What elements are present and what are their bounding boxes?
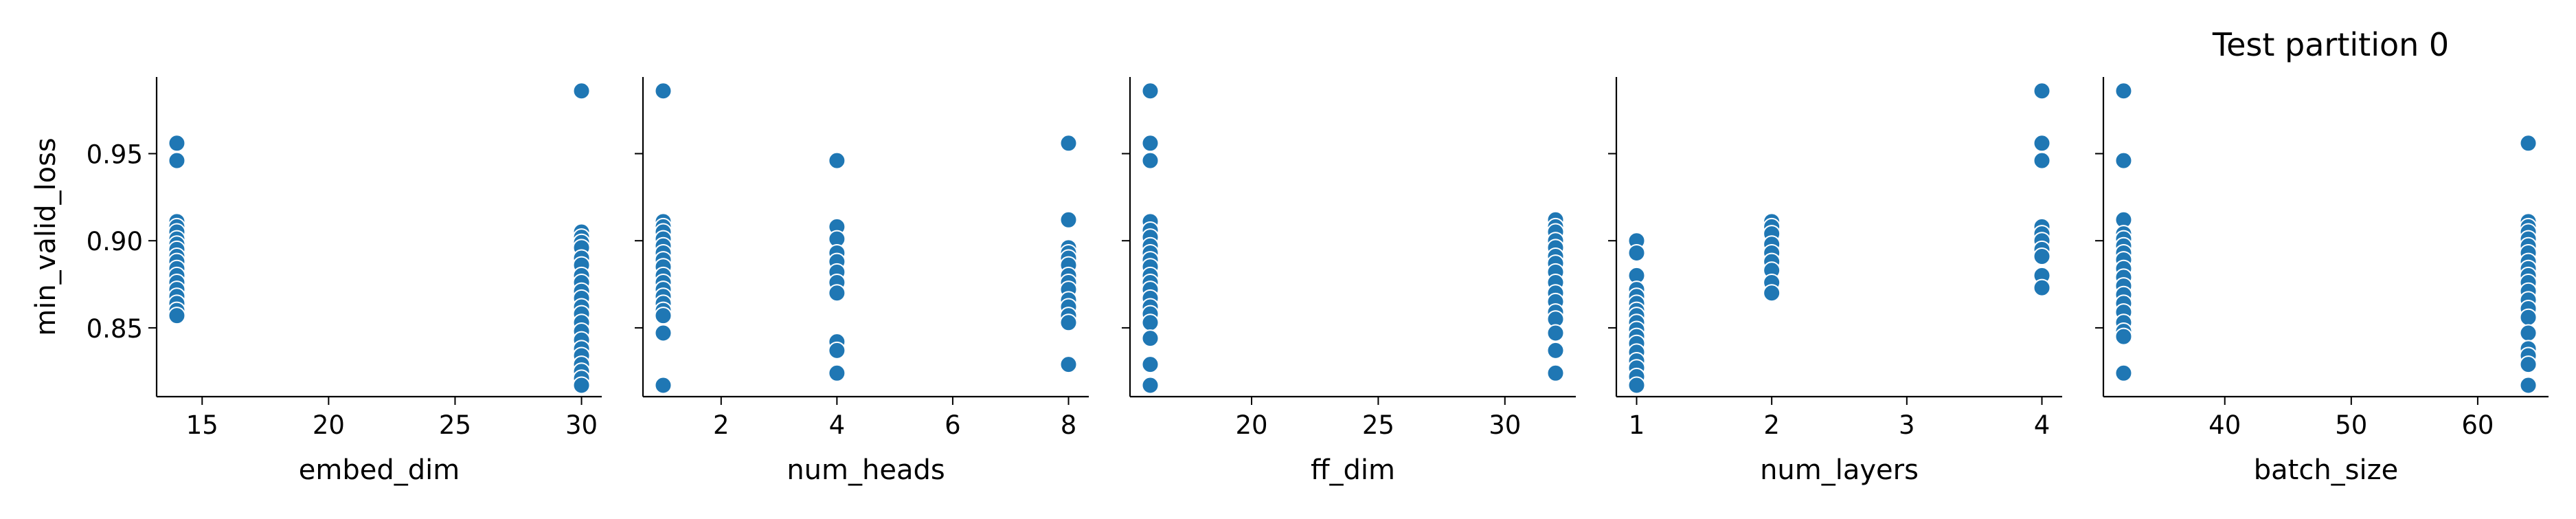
y-axis-label: min_valid_loss: [30, 137, 62, 336]
y-tick-label: 0.90: [87, 227, 143, 256]
data-point: [168, 134, 186, 153]
x-tick-label: 8: [1061, 410, 1077, 440]
data-point: [2114, 151, 2133, 170]
x-axis-label: num_heads: [787, 454, 945, 486]
data-point: [828, 341, 846, 360]
x-axis-label: num_layers: [1760, 454, 1919, 486]
data-point: [2519, 355, 2538, 374]
panel-num_layers: 1 2 3 4 num_layers: [1608, 77, 2062, 486]
data-point: [1546, 364, 1565, 382]
data-point: [1546, 341, 1565, 360]
x-tick-label: 2: [713, 410, 730, 440]
data-point: [654, 82, 673, 100]
panel-embed_dim: 0.85 0.90 0.95 15 20 25 30 embed_dim min_valid_l…: [30, 77, 602, 486]
data-point: [2033, 278, 2051, 297]
data-point: [654, 307, 673, 325]
data-point: [168, 307, 186, 325]
x-tick-label: 30: [1489, 410, 1521, 440]
panel-ff_dim: 20 25 30 ff_dim: [1122, 77, 1576, 486]
x-tick-label: 3: [1899, 410, 1915, 440]
data-point: [1141, 313, 1160, 332]
x-tick-label: 15: [186, 410, 218, 440]
data-point: [2033, 247, 2051, 266]
x-tick-label: 25: [439, 410, 471, 440]
data-point: [1141, 134, 1160, 153]
data-point: [1141, 151, 1160, 170]
x-axis-label: batch_size: [2254, 454, 2399, 486]
data-point: [2114, 327, 2133, 346]
x-tick-label: 20: [313, 410, 345, 440]
figure-title: Test partition 0: [2212, 26, 2449, 63]
data-point: [2519, 134, 2538, 153]
x-tick-label: 60: [2461, 410, 2494, 440]
x-tick-label: 4: [829, 410, 846, 440]
data-point: [2114, 364, 2133, 382]
x-tick-label: 30: [565, 410, 598, 440]
data-point: [654, 376, 673, 395]
data-point: [572, 376, 591, 395]
x-tick-label: 1: [1629, 410, 1645, 440]
data-point: [2033, 82, 2051, 100]
x-axis-label: embed_dim: [299, 454, 460, 486]
data-point: [1141, 376, 1160, 395]
x-tick-label: 4: [2034, 410, 2050, 440]
data-point: [1059, 313, 1078, 332]
y-tick-label: 0.95: [87, 140, 143, 169]
data-point: [572, 82, 591, 100]
x-tick-label: 2: [1763, 410, 1780, 440]
data-point: [654, 324, 673, 342]
data-point: [1059, 134, 1078, 153]
data-point: [1546, 324, 1565, 342]
x-tick-label: 40: [2208, 410, 2241, 440]
data-point: [2519, 376, 2538, 395]
panel-batch_size: 40 50 60 batch_size: [2095, 77, 2549, 486]
data-point: [828, 151, 846, 170]
panel-num_heads: 2 4 6 8 num_heads: [635, 77, 1089, 486]
data-point: [828, 284, 846, 302]
data-point: [2033, 151, 2051, 170]
x-tick-label: 50: [2335, 410, 2367, 440]
data-point: [1141, 355, 1160, 374]
data-point: [168, 151, 186, 170]
y-tick-label: 0.85: [87, 314, 143, 344]
data-point: [2519, 324, 2538, 342]
data-point: [1059, 355, 1078, 374]
x-axis-label: ff_dim: [1311, 454, 1395, 486]
data-point: [2519, 308, 2538, 327]
data-point: [828, 364, 846, 382]
data-point: [1059, 210, 1078, 229]
data-point: [1763, 284, 1781, 302]
data-point: [1627, 376, 1646, 395]
data-point: [2033, 134, 2051, 153]
x-tick-label: 25: [1362, 410, 1394, 440]
data-point: [1141, 329, 1160, 348]
data-point: [2114, 82, 2133, 100]
x-tick-label: 6: [945, 410, 961, 440]
data-point: [1627, 243, 1646, 262]
x-tick-label: 20: [1235, 410, 1267, 440]
data-point: [1141, 82, 1160, 100]
